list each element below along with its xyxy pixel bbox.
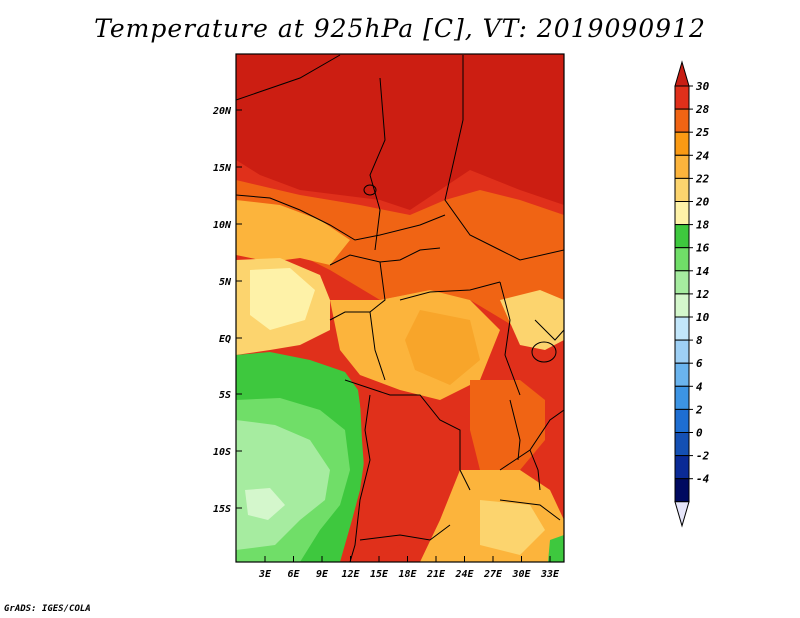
colorbar-swatch [674,247,690,272]
country-borders [236,54,564,562]
colorbar-label: 14 [696,265,710,278]
grads-credit: GrADS: IGES/COLA [4,604,91,614]
lon-label: 6E [287,569,300,580]
lon-label: 3E [258,569,272,580]
colorbar-label: 6 [696,357,703,370]
colorbar-label: 24 [695,149,710,162]
lat-label: 15S [213,504,231,515]
colorbar-swatch [674,224,690,249]
lat-label: 10S [213,447,231,458]
colorbar-swatch [674,316,690,341]
colorbar-label: 18 [696,219,710,232]
lat-label: 5S [219,390,231,401]
colorbar-swatch [674,85,690,110]
colorbar-label: 25 [695,126,710,139]
temperature-field [236,54,564,562]
lat-label: 10N [213,220,232,231]
map-frame [235,53,565,563]
colorbar-label: 28 [695,103,710,116]
lat-label: EQ [219,334,231,345]
colorbar-label: 10 [696,311,710,324]
lon-label: 18E [398,569,417,580]
lon-label: 9E [316,569,329,580]
lat-label: 15N [213,163,232,174]
colorbar-swatch [674,177,690,202]
lat-label: 5N [219,277,232,288]
lon-label: 21E [426,569,446,580]
colorbar-cap-top [674,60,690,87]
colorbar-swatch [674,339,690,364]
colorbar-swatch [674,432,690,457]
colorbar-swatch [674,108,690,133]
colorbar-label: 8 [696,334,703,347]
colorbar-swatch [674,408,690,433]
colorbar-label: 22 [695,172,710,185]
colorbar-label: -2 [696,450,710,463]
lon-label: 24E [454,569,474,580]
colorbar-swatch [674,362,690,387]
map-title: Temperature at 925hPa [C], VT: 201909091… [94,14,706,43]
colorbar-label: 0 [696,427,703,440]
colorbar-label: 20 [695,196,710,209]
lon-label: 33E [540,569,560,580]
colorbar-swatch [674,455,690,480]
lat-label: 20N [212,106,232,117]
colorbar-label: 16 [696,242,710,255]
latitude-axis: 20N 15N 10N 5N EQ 5S 10S 15S [212,106,242,515]
colorbar-label: 12 [696,288,710,301]
colorbar-swatch [674,154,690,179]
colorbar-swatch [674,293,690,318]
lon-label: 30E [511,569,531,580]
colorbar-label: 30 [695,80,710,93]
colorbar-cap-bottom [674,501,690,528]
lakes [363,184,557,491]
longitude-axis: 3E 6E 9E 12E 15E 18E 21E 24E 27E 30E 33E [258,556,560,580]
lon-label: 27E [483,569,503,580]
colorbar-label: -4 [696,473,710,486]
colorbar-swatch [674,201,690,226]
colorbar-label: 4 [696,380,703,393]
colorbar-swatch [674,270,690,295]
colorbar-swatch [674,478,690,503]
lon-label: 12E [341,569,360,580]
colorbar-swatch [674,385,690,410]
colorbar-swatch [674,131,690,156]
colorbar-label: 2 [695,403,703,416]
lon-label: 15E [370,569,389,580]
